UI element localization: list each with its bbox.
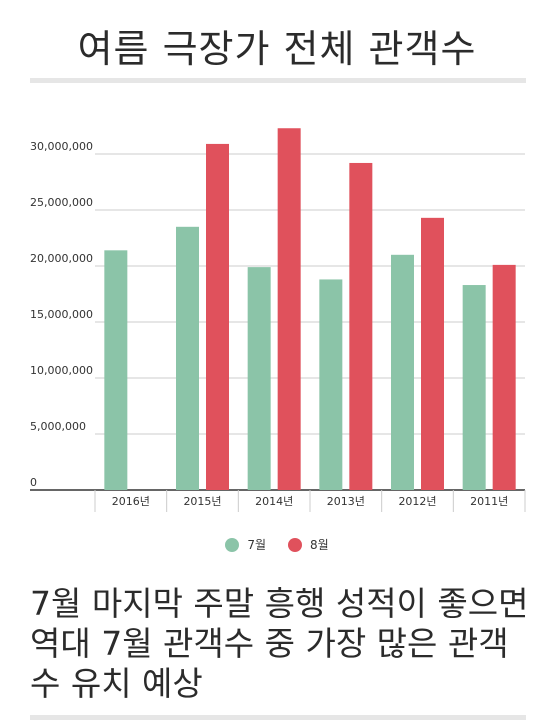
bar-chart: 0 5,000,000 10,000,000 15,000,000 20,000,000…: [30, 128, 526, 512]
legend-label-august: 8월: [310, 538, 329, 552]
x-tick-label: 2016년: [112, 495, 150, 508]
bar-july: [104, 250, 128, 490]
bottom-divider: [30, 715, 526, 720]
bar-july: [176, 226, 199, 491]
legend-label-july: 7월: [247, 538, 266, 552]
y-tick-label: 30,000,000: [30, 140, 93, 153]
legend-swatch-july: [225, 537, 240, 552]
bar-july: [319, 279, 343, 490]
bar-july: [462, 285, 486, 490]
bar-august: [277, 128, 301, 491]
x-tick-label: 2013년: [327, 495, 365, 508]
bar-july: [391, 254, 414, 490]
headline-text: 7월 마지막 주말 흥행 성적이 좋으면 역대 7월 관객수 중 가장 많은 관…: [30, 584, 529, 703]
y-tick-label: 15,000,000: [30, 308, 93, 321]
y-tick-label: 10,000,000: [30, 364, 93, 377]
y-tick-label: 5,000,000: [30, 420, 86, 433]
page-title: 여름 극장가 전체 관객수: [77, 27, 477, 71]
x-tick-label: 2011년: [470, 495, 508, 508]
bar-august: [421, 217, 444, 490]
bar-august: [206, 143, 229, 491]
x-tick-label: 2014년: [255, 495, 293, 508]
bar-july: [247, 267, 271, 490]
top-divider: [30, 78, 526, 83]
x-tick-label: 2012년: [398, 495, 436, 508]
y-tick-label: 25,000,000: [30, 196, 93, 209]
legend-item-august: 8월: [288, 536, 329, 553]
x-tick-label: 2015년: [183, 495, 221, 508]
y-tick-label: 0: [30, 476, 37, 489]
legend-item-july: 7월: [225, 536, 266, 553]
bar-august: [349, 162, 373, 490]
y-tick-label: 20,000,000: [30, 252, 93, 265]
chart-legend: 7월 8월: [0, 536, 554, 553]
bar-august: [492, 264, 516, 490]
legend-swatch-august: [288, 537, 302, 552]
